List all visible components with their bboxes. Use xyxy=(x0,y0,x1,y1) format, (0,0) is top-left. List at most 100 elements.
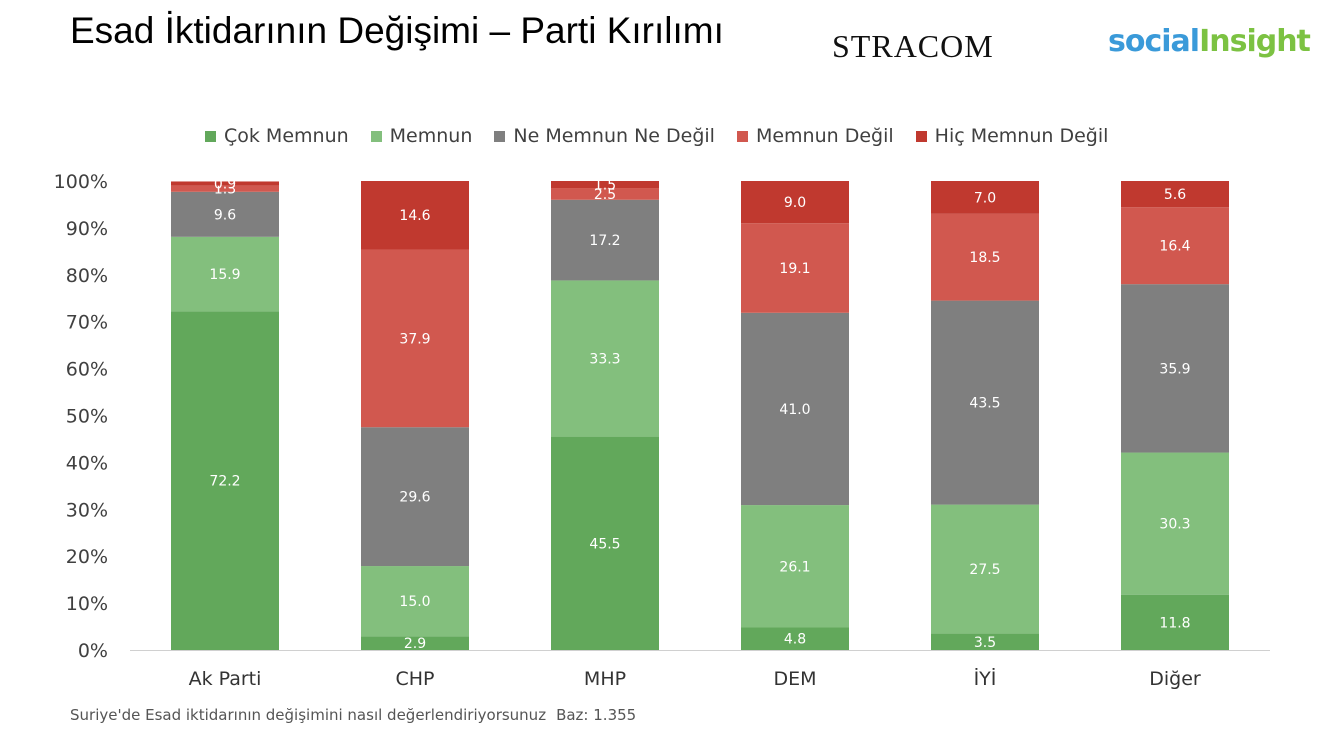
stracom-logo: STRACOM xyxy=(832,28,994,64)
legend-item: Ne Memnun Ne Değil xyxy=(494,125,715,147)
sample-base: Baz: 1.355 xyxy=(556,706,637,724)
y-tick-label: 80% xyxy=(66,265,108,287)
data-label: 15.9 xyxy=(209,267,240,283)
data-label: 4.8 xyxy=(784,632,806,648)
x-tick-label: İYİ xyxy=(974,667,997,690)
chart-legend: Çok Memnun Memnun Ne Memnun Ne Değil Memnun… xyxy=(205,125,1108,147)
data-label: 1.5 xyxy=(594,178,616,194)
bar-segment xyxy=(931,504,1039,634)
bar-segment xyxy=(171,311,279,650)
data-label: 11.8 xyxy=(1159,615,1190,631)
bar-segment xyxy=(551,181,659,189)
data-label: 14.6 xyxy=(399,208,430,224)
data-label: 41.0 xyxy=(779,402,810,418)
legend-item: Memnun xyxy=(370,125,473,147)
logo-insight-part: Insight xyxy=(1199,24,1311,59)
bar-segment xyxy=(741,505,849,628)
bar-segment xyxy=(361,636,469,650)
data-label: 35.9 xyxy=(1159,361,1190,377)
data-label: 29.6 xyxy=(399,490,430,506)
y-tick-label: 30% xyxy=(66,499,108,521)
legend-label: Hiç Memnun Değil xyxy=(934,125,1109,147)
data-label: 1.3 xyxy=(214,182,236,198)
bar-segment xyxy=(741,627,849,650)
data-label: 33.3 xyxy=(589,352,620,368)
data-label: 45.5 xyxy=(589,536,620,552)
data-label: 3.5 xyxy=(974,635,996,651)
logo-social-part: social xyxy=(1108,24,1200,59)
bar-segment xyxy=(1121,207,1229,285)
data-label: 5.6 xyxy=(1164,187,1186,203)
y-tick-label: 0% xyxy=(78,640,108,662)
bar-segment xyxy=(1121,452,1229,595)
x-tick-label: CHP xyxy=(395,668,434,690)
data-label: 19.1 xyxy=(779,261,810,277)
bar-segment xyxy=(1121,284,1229,453)
data-label: 18.5 xyxy=(969,250,1000,266)
bar-segment xyxy=(931,181,1039,214)
bar-segment xyxy=(931,300,1039,505)
data-label: 30.3 xyxy=(1159,517,1190,533)
legend-item: Çok Memnun xyxy=(205,125,349,147)
x-tick-label: Ak Parti xyxy=(189,668,262,690)
y-tick-label: 10% xyxy=(66,593,108,615)
data-label: 72.2 xyxy=(209,474,240,490)
data-label: 16.4 xyxy=(1159,239,1190,255)
bar-segment xyxy=(361,566,469,637)
page-title: Esad İktidarının Değişimi – Parti Kırılı… xyxy=(70,10,724,51)
bar-segment xyxy=(1121,181,1229,208)
data-label: 0.9 xyxy=(214,177,236,193)
y-tick-label: 90% xyxy=(66,218,108,240)
bar-segment xyxy=(551,436,659,650)
bar-segment xyxy=(551,199,659,281)
data-label: 2.9 xyxy=(404,636,426,652)
legend-swatch xyxy=(205,130,216,142)
data-label: 9.0 xyxy=(784,195,806,211)
y-tick-label: 20% xyxy=(66,546,108,568)
x-tick-label: MHP xyxy=(584,668,626,690)
bar-segment xyxy=(171,185,279,192)
x-tick-label: DEM xyxy=(773,668,816,690)
chart-footnote: Suriye'de Esad iktidarının değişimini na… xyxy=(70,706,636,724)
data-label: 9.6 xyxy=(214,207,236,223)
bar-segment xyxy=(361,427,469,567)
legend-swatch xyxy=(736,130,748,142)
data-label: 27.5 xyxy=(969,562,1000,578)
x-tick-label: Diğer xyxy=(1149,668,1201,690)
data-label: 43.5 xyxy=(969,396,1000,412)
bar-segment xyxy=(361,249,469,428)
legend-label: Çok Memnun xyxy=(224,125,349,147)
legend-item: Memnun Değil xyxy=(736,125,894,147)
data-label: 7.0 xyxy=(974,190,996,206)
legend-swatch xyxy=(494,130,506,142)
bar-segment xyxy=(1121,594,1229,650)
bar-segment xyxy=(171,191,279,237)
legend-swatch xyxy=(915,130,927,142)
y-tick-label: 70% xyxy=(66,312,108,334)
bar-segment xyxy=(551,188,659,200)
legend-label: Memnun xyxy=(389,125,473,147)
bar-segment xyxy=(361,181,469,250)
y-tick-label: 100% xyxy=(54,171,108,193)
y-tick-label: 50% xyxy=(66,406,108,428)
bar-segment xyxy=(171,181,279,186)
data-label: 26.1 xyxy=(779,559,810,575)
data-label: 17.2 xyxy=(589,233,620,249)
legend-label: Memnun Değil xyxy=(755,125,894,147)
bar-segment xyxy=(741,181,849,224)
y-tick-label: 60% xyxy=(66,359,108,381)
data-label: 2.5 xyxy=(594,187,616,203)
data-label: 15.0 xyxy=(399,594,430,610)
bar-segment xyxy=(741,223,849,313)
socialinsight-logo: socialInsight xyxy=(1108,24,1311,59)
bar-segment xyxy=(551,280,659,437)
legend-label: Ne Memnun Ne Değil xyxy=(513,125,715,147)
legend-swatch xyxy=(370,130,382,142)
bar-segment xyxy=(171,236,279,312)
data-label: 37.9 xyxy=(399,331,430,347)
bar-segment xyxy=(741,312,849,506)
legend-item: Hiç Memnun Değil xyxy=(915,125,1109,147)
bar-segment xyxy=(931,213,1039,301)
y-tick-label: 40% xyxy=(66,452,108,474)
